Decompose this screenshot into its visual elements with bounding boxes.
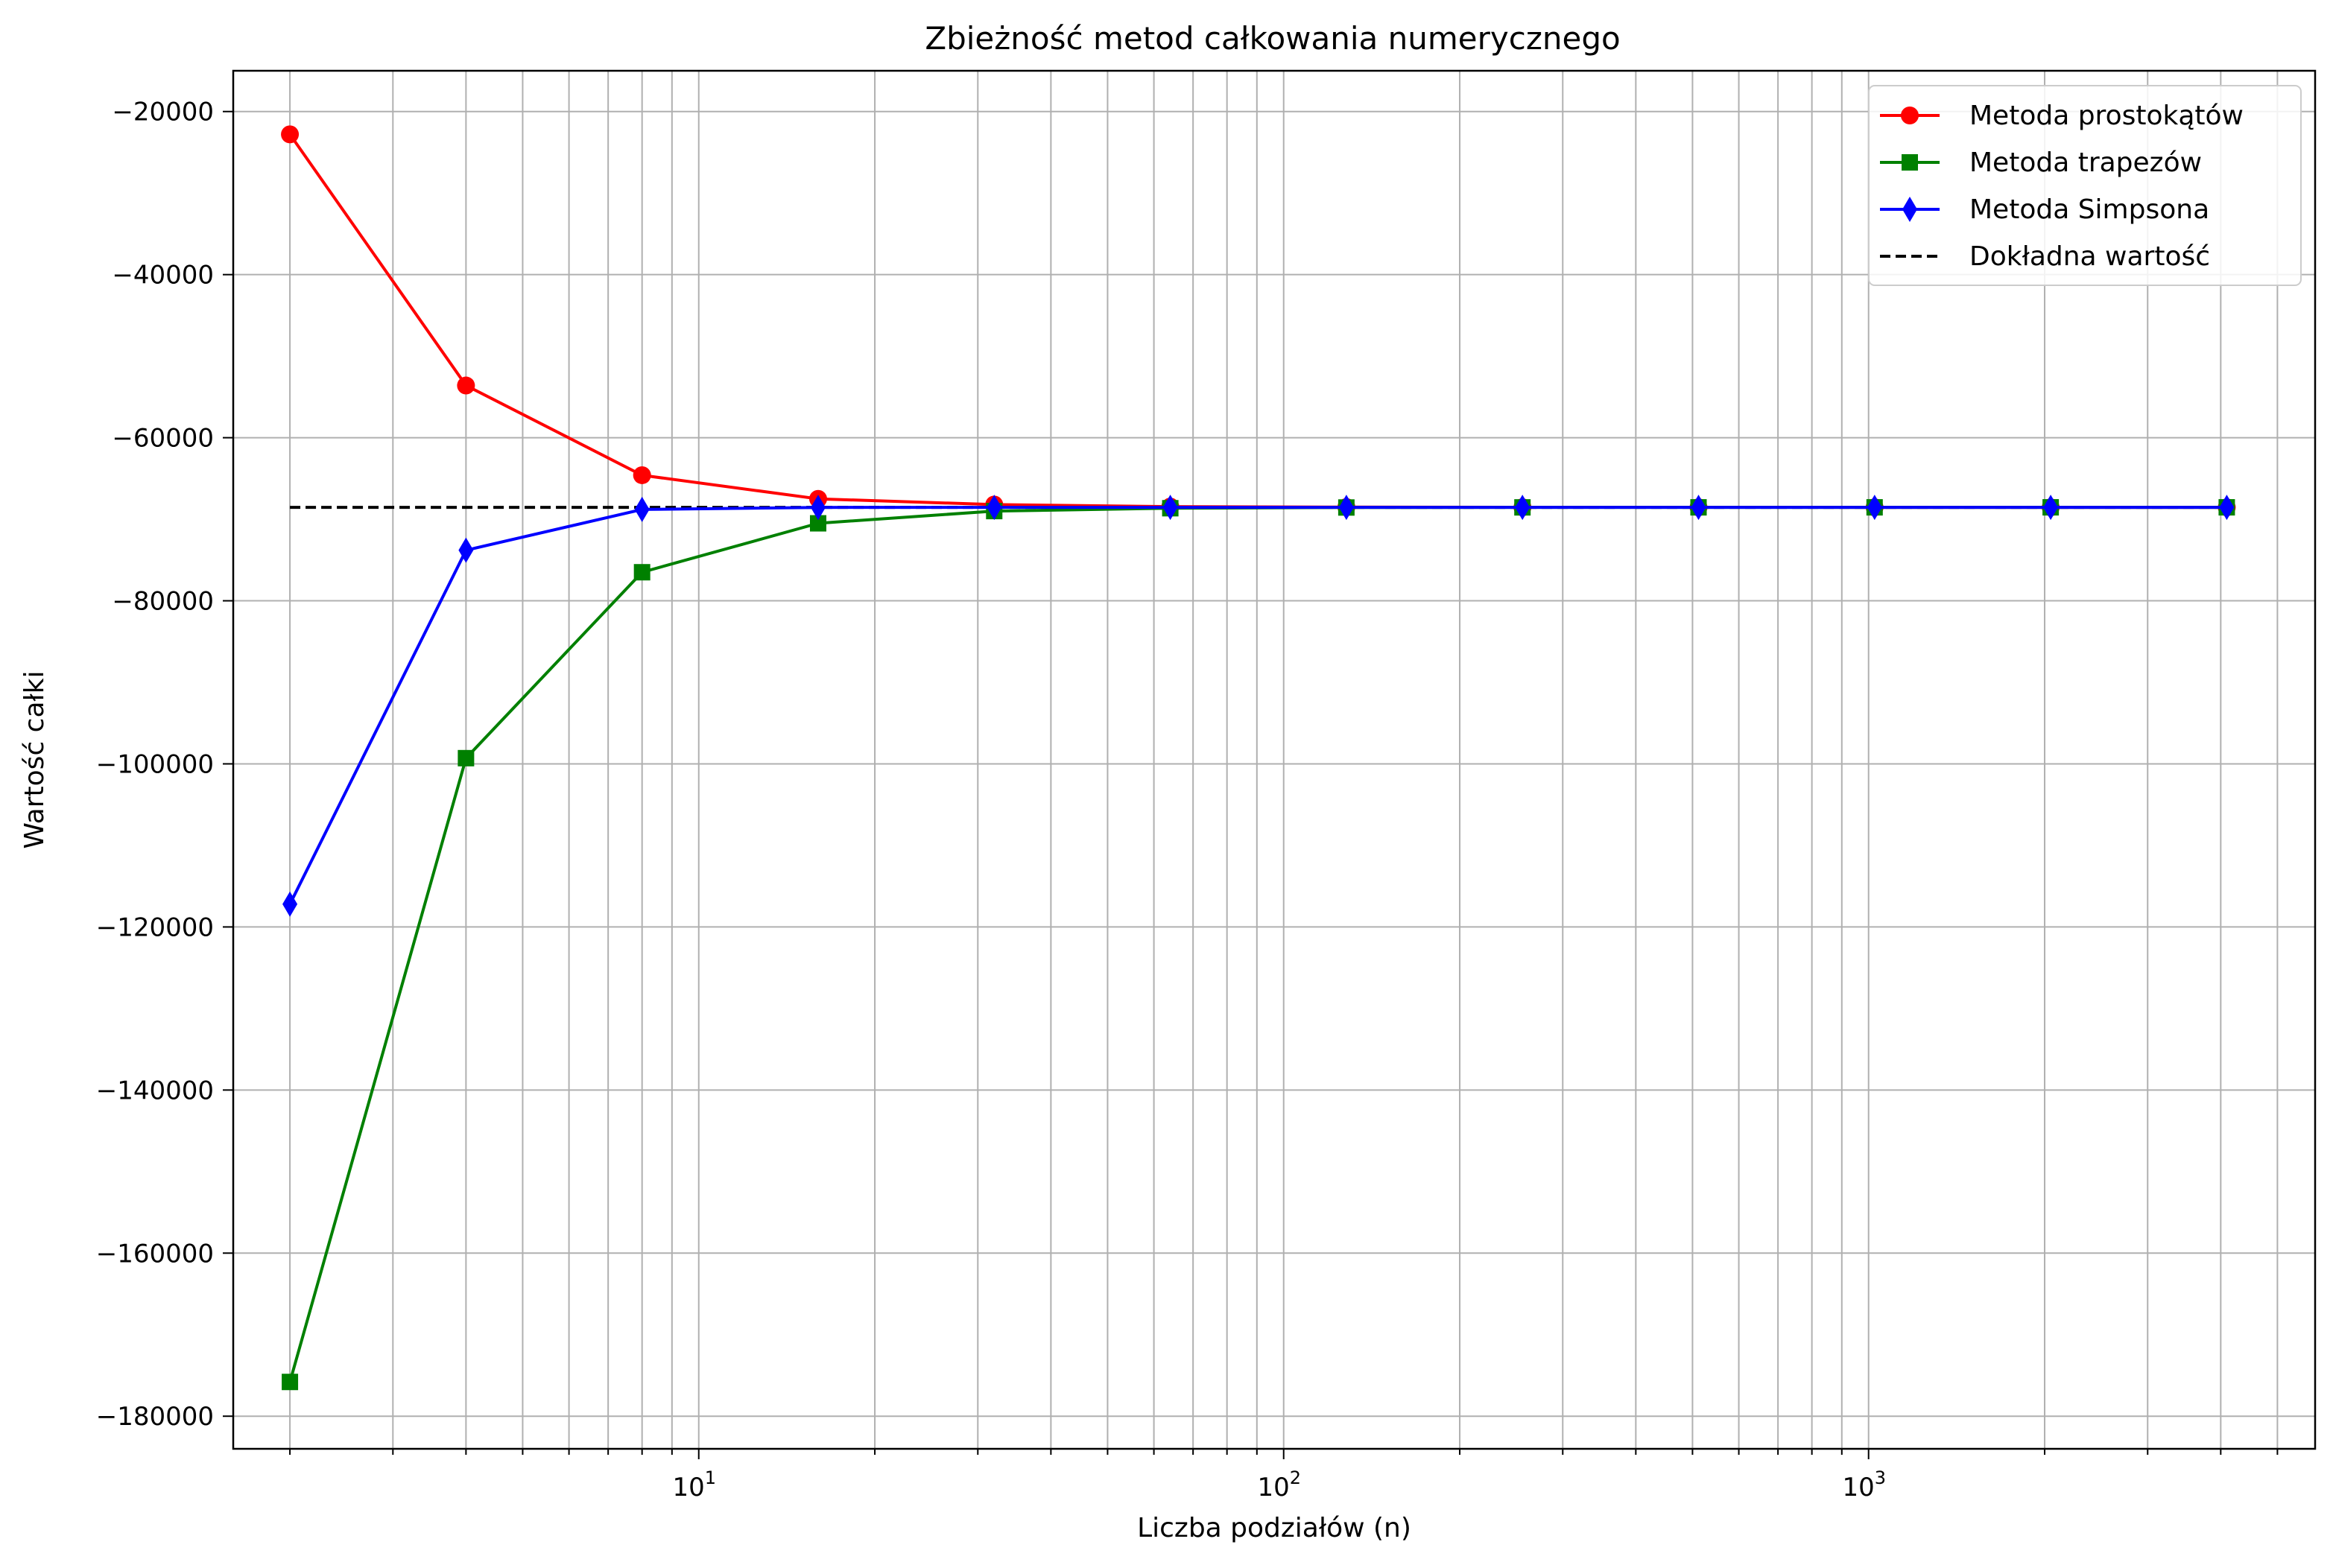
legend: Metoda prostokątów Metoda trapezów Metoda … <box>1868 85 2302 286</box>
series-3-point <box>810 495 826 521</box>
x-tick-exponent: 2 <box>1290 1467 1301 1488</box>
y-tick-label: −120000 <box>96 912 214 942</box>
x-tick-exponent: 1 <box>705 1467 716 1488</box>
series-3-point <box>458 537 474 563</box>
x-tick-base: 10 <box>672 1473 704 1502</box>
series-2-point <box>282 1374 299 1391</box>
x-tick-label: 103 <box>1842 1467 1886 1502</box>
x-tick-exponent: 3 <box>1875 1467 1886 1488</box>
x-axis-label: Liczba podziałów (n) <box>1137 1513 1411 1543</box>
plot-frame <box>232 69 2317 1450</box>
series-3-point <box>1515 495 1530 521</box>
y-tick-label: −40000 <box>112 261 214 291</box>
series-3-point <box>2219 495 2235 521</box>
series-3 <box>282 495 2235 917</box>
series-3-point <box>1162 495 1178 521</box>
legend-label: Dokładna wartość <box>1969 241 2210 272</box>
series-3-point <box>1867 495 1882 521</box>
y-tick-label: −20000 <box>112 98 214 127</box>
legend-frame <box>1868 85 2302 286</box>
y-axis-label: Wartość całki <box>19 670 50 848</box>
series-3-line <box>288 506 2227 905</box>
series-2-point <box>458 749 475 766</box>
series-layer <box>281 125 2236 1391</box>
x-tick-base: 10 <box>1257 1473 1289 1502</box>
series-1-point <box>457 376 475 395</box>
chart-title: Zbieżność metod całkowania numerycznego <box>925 20 1620 57</box>
series-1-point <box>281 125 300 144</box>
x-tick-label: 101 <box>672 1467 716 1502</box>
series-3-point <box>2043 495 2059 521</box>
legend-label: Metoda prostokątów <box>1969 101 2244 131</box>
series-3-point <box>1691 495 1706 521</box>
series-3-point <box>987 495 1002 521</box>
series-3-point <box>1338 495 1354 521</box>
y-tick-label: −60000 <box>112 424 214 454</box>
x-tick-label: 102 <box>1257 1467 1301 1502</box>
series-2-point <box>809 515 826 532</box>
legend-marker <box>1901 107 1919 124</box>
y-tick-label: −160000 <box>96 1239 214 1269</box>
y-tick-label: −180000 <box>96 1402 214 1432</box>
y-tick-label: −100000 <box>96 749 214 779</box>
legend-label: Metoda Simpsona <box>1969 194 2209 225</box>
y-tick-label: −140000 <box>96 1076 214 1105</box>
legend-marker <box>1902 197 1917 222</box>
legend-label: Metoda trapezów <box>1969 147 2202 178</box>
series-2-point <box>633 564 650 581</box>
series-3-point <box>282 891 298 917</box>
legend-marker <box>1902 154 1918 171</box>
x-tick-base: 10 <box>1842 1473 1874 1502</box>
series-3-point <box>634 496 650 522</box>
y-tick-label: −80000 <box>112 587 214 617</box>
series-1-point <box>633 466 651 484</box>
axis-ticks: 101 102 103−20000−40000−60000−80000−100000… <box>96 98 2279 1502</box>
grid <box>233 71 2315 1449</box>
